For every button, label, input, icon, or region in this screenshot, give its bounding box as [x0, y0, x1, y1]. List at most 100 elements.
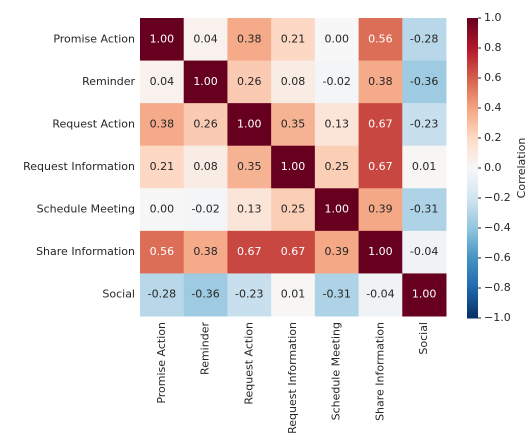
colorbar-segment: [467, 252, 478, 256]
cell-label: 0.38: [237, 32, 262, 45]
colorbar-segment: [467, 258, 478, 262]
cell: [358, 188, 403, 232]
cell-label: 0.13: [324, 117, 349, 130]
cell: [140, 145, 185, 189]
cell-label: 0.67: [368, 160, 393, 173]
colorbar-segment: [467, 33, 478, 37]
colorbar-segment: [467, 216, 478, 220]
cell: [227, 230, 272, 274]
colorbar-segment: [467, 204, 478, 208]
cell-label: -0.23: [235, 288, 263, 301]
cell-label: 0.26: [237, 75, 262, 88]
colorbar-segment: [467, 78, 478, 82]
colorbar-segment: [467, 195, 478, 199]
cell-label: 0.67: [237, 245, 262, 258]
colorbar-segment: [467, 114, 478, 118]
cell: [227, 18, 272, 62]
cell: [314, 18, 360, 62]
colorbar-segment: [467, 69, 478, 73]
colorbar-segment: [467, 246, 478, 250]
colorbar-tick-label: 1.0: [484, 11, 502, 24]
cell: [183, 188, 228, 232]
colorbar-segment: [467, 129, 478, 133]
column-label: Promise Action: [155, 322, 168, 404]
colorbar-segment: [467, 297, 478, 301]
colorbar-segment: [467, 30, 478, 34]
cell-label: 0.38: [193, 245, 218, 258]
colorbar-segment: [467, 24, 478, 28]
cell-label: 1.00: [324, 203, 349, 216]
colorbar-segment: [467, 105, 478, 109]
cell: [227, 273, 272, 317]
row-label: Promise Action: [53, 32, 135, 45]
cell-label: 0.00: [324, 32, 349, 45]
cell-label: 1.00: [368, 245, 393, 258]
colorbar-segment: [467, 210, 478, 214]
colorbar-segment: [467, 198, 478, 202]
cell-label: -0.28: [148, 288, 176, 301]
cell: [402, 18, 447, 62]
cell-label: -0.36: [410, 75, 438, 88]
colorbar-segment: [467, 123, 478, 127]
cell-label: 0.00: [150, 203, 175, 216]
colorbar-segment: [467, 144, 478, 148]
cell: [358, 60, 403, 104]
cell-label: 0.01: [412, 160, 437, 173]
column-label: Share Information: [373, 322, 386, 421]
cell-label: 0.21: [281, 32, 306, 45]
colorbar-segment: [467, 168, 478, 172]
colorbar-segment: [467, 60, 478, 64]
cell: [227, 60, 272, 104]
cell: [402, 103, 447, 147]
colorbar-segment: [467, 207, 478, 211]
cell-label: -0.31: [322, 288, 350, 301]
cell-label: 0.26: [193, 117, 218, 130]
cell-label: 0.56: [150, 245, 175, 258]
cell: [314, 103, 360, 147]
colorbar-segment: [467, 138, 478, 142]
cell: [271, 18, 316, 62]
colorbar-segment: [467, 75, 478, 79]
colorbar-segment: [467, 276, 478, 280]
cell: [140, 103, 185, 147]
colorbar-tick-label: 0.2: [484, 131, 502, 144]
colorbar-segment: [467, 240, 478, 244]
colorbar-segment: [467, 270, 478, 274]
cell: [358, 103, 403, 147]
cell: [140, 273, 185, 317]
row-label: Share Information: [36, 245, 135, 258]
colorbar-segment: [467, 291, 478, 295]
cell: [271, 145, 316, 189]
colorbar-segment: [467, 90, 478, 94]
colorbar-segment: [467, 99, 478, 103]
colorbar-segment: [467, 159, 478, 163]
cell-label: -0.04: [410, 245, 438, 258]
cell: [402, 188, 447, 232]
colorbar-segment: [467, 63, 478, 67]
cell: [402, 145, 447, 189]
column-label: Request Action: [242, 322, 255, 405]
cell-label: 0.39: [368, 203, 393, 216]
colorbar-segment: [467, 42, 478, 46]
colorbar-segment: [467, 312, 478, 316]
cell-label: 0.39: [324, 245, 349, 258]
colorbar-segment: [467, 174, 478, 178]
colorbar-tick-label: −0.8: [484, 281, 511, 294]
cell: [140, 230, 185, 274]
cell-label: 0.04: [150, 75, 175, 88]
colorbar-segment: [467, 84, 478, 88]
cell: [402, 60, 447, 104]
colorbar-segment: [467, 102, 478, 106]
colorbar-segment: [467, 306, 478, 310]
colorbar-segment: [467, 66, 478, 70]
colorbar-segment: [467, 183, 478, 187]
colorbar-segment: [467, 141, 478, 145]
colorbar-tick-label: 0.6: [484, 71, 502, 84]
colorbar-segment: [467, 21, 478, 25]
row-label: Reminder: [82, 75, 135, 88]
cell: [314, 145, 360, 189]
cell-label: 1.00: [237, 117, 262, 130]
cell-label: 1.00: [281, 160, 306, 173]
cell-label: 0.08: [281, 75, 306, 88]
colorbar-segment: [467, 267, 478, 271]
